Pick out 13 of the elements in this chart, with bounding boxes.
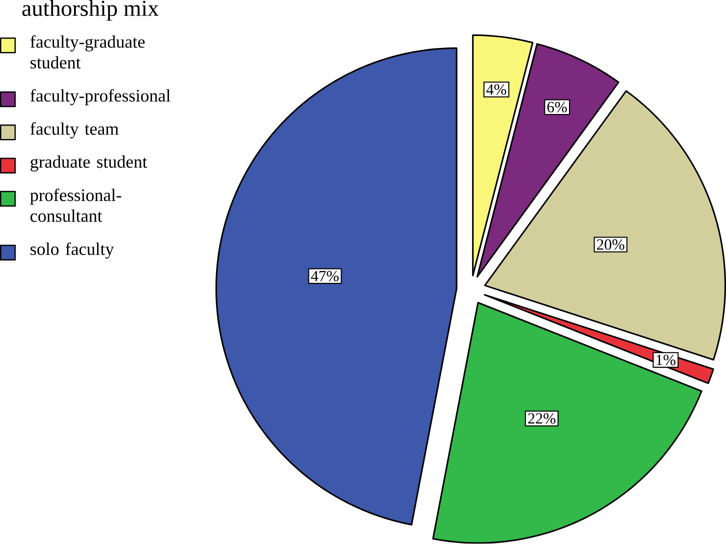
data-label: 22% <box>528 413 556 424</box>
data-label: 6% <box>547 102 567 112</box>
data-label: 4% <box>486 84 506 95</box>
data-label: 20% <box>597 239 624 250</box>
legend-title: authorship mix <box>22 0 159 21</box>
data-label: 1% <box>656 354 676 366</box>
legend-label: solo faculty <box>30 242 114 259</box>
data-label: 47% <box>311 270 339 282</box>
legend-label: faculty-professional <box>30 89 170 106</box>
legend-label: faculty team <box>30 122 119 139</box>
legend-label: professional-consultant <box>30 188 122 222</box>
legend-label: graduate student <box>30 156 148 172</box>
legend-label: faculty-graduate student <box>30 35 145 69</box>
